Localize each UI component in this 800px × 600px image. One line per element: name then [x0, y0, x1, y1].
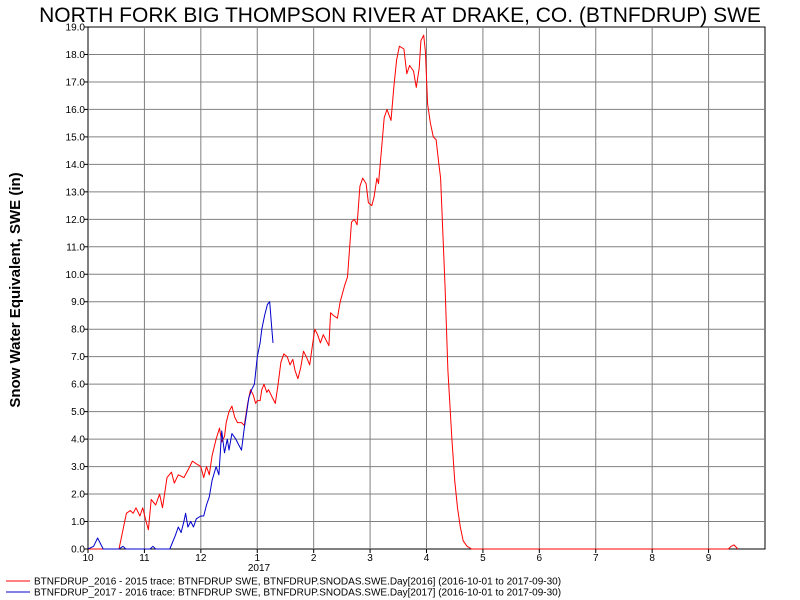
y-tick-label: 9.0	[71, 297, 85, 308]
y-tick-label: 13.0	[66, 187, 86, 198]
y-tick-label: 1.0	[71, 517, 85, 528]
chart-title: NORTH FORK BIG THOMPSON RIVER AT DRAKE, …	[39, 4, 761, 27]
axis-ticks: 0.01.02.03.04.05.06.07.08.09.010.011.012…	[66, 23, 712, 565]
x-tick-label: 4	[424, 553, 430, 564]
y-tick-label: 10.0	[66, 270, 86, 281]
y-tick-label: 2.0	[71, 490, 85, 501]
series-line-2	[87, 301, 274, 550]
series-lines	[87, 34, 739, 550]
y-tick-label: 3.0	[71, 462, 85, 473]
y-tick-label: 18.0	[66, 50, 86, 61]
x-year-label: 2017	[248, 563, 271, 574]
y-tick-label: 6.0	[71, 380, 85, 391]
x-tick-label: 7	[593, 553, 599, 564]
x-tick-label: 2	[311, 553, 317, 564]
x-tick-label: 1	[254, 553, 260, 564]
y-tick-label: 7.0	[71, 352, 85, 363]
legend-entry-1: BTNFDRUP_2016 - 2015 trace: BTNFDRUP SWE…	[34, 577, 561, 588]
x-tick-label: 5	[480, 553, 486, 564]
legend: BTNFDRUP_2016 - 2015 trace: BTNFDRUP SWE…	[6, 577, 561, 599]
x-tick-label: 12	[195, 553, 207, 564]
x-tick-label: 9	[706, 553, 712, 564]
x-tick-label: 6	[537, 553, 543, 564]
x-tick-label: 11	[139, 553, 150, 564]
x-tick-label: 3	[367, 553, 373, 564]
y-tick-label: 11.0	[66, 242, 85, 253]
y-axis-label: Snow Water Equivalent, SWE (in)	[7, 172, 24, 407]
y-tick-label: 0.0	[71, 545, 85, 556]
y-tick-label: 19.0	[66, 23, 86, 34]
y-tick-label: 12.0	[66, 215, 86, 226]
legend-entry-2: BTNFDRUP_2017 - 2016 trace: BTNFDRUP SWE…	[34, 588, 561, 599]
grid-lines	[88, 27, 765, 549]
x-tick-label: 8	[649, 553, 655, 564]
y-tick-label: 8.0	[71, 325, 85, 336]
y-tick-label: 16.0	[66, 105, 86, 116]
x-tick-label: 10	[82, 553, 94, 564]
y-tick-label: 14.0	[66, 160, 86, 171]
series-line-1	[88, 34, 739, 550]
y-tick-label: 4.0	[71, 435, 85, 446]
y-tick-label: 15.0	[66, 132, 86, 143]
y-tick-label: 17.0	[66, 77, 86, 88]
y-tick-label: 5.0	[71, 407, 85, 418]
